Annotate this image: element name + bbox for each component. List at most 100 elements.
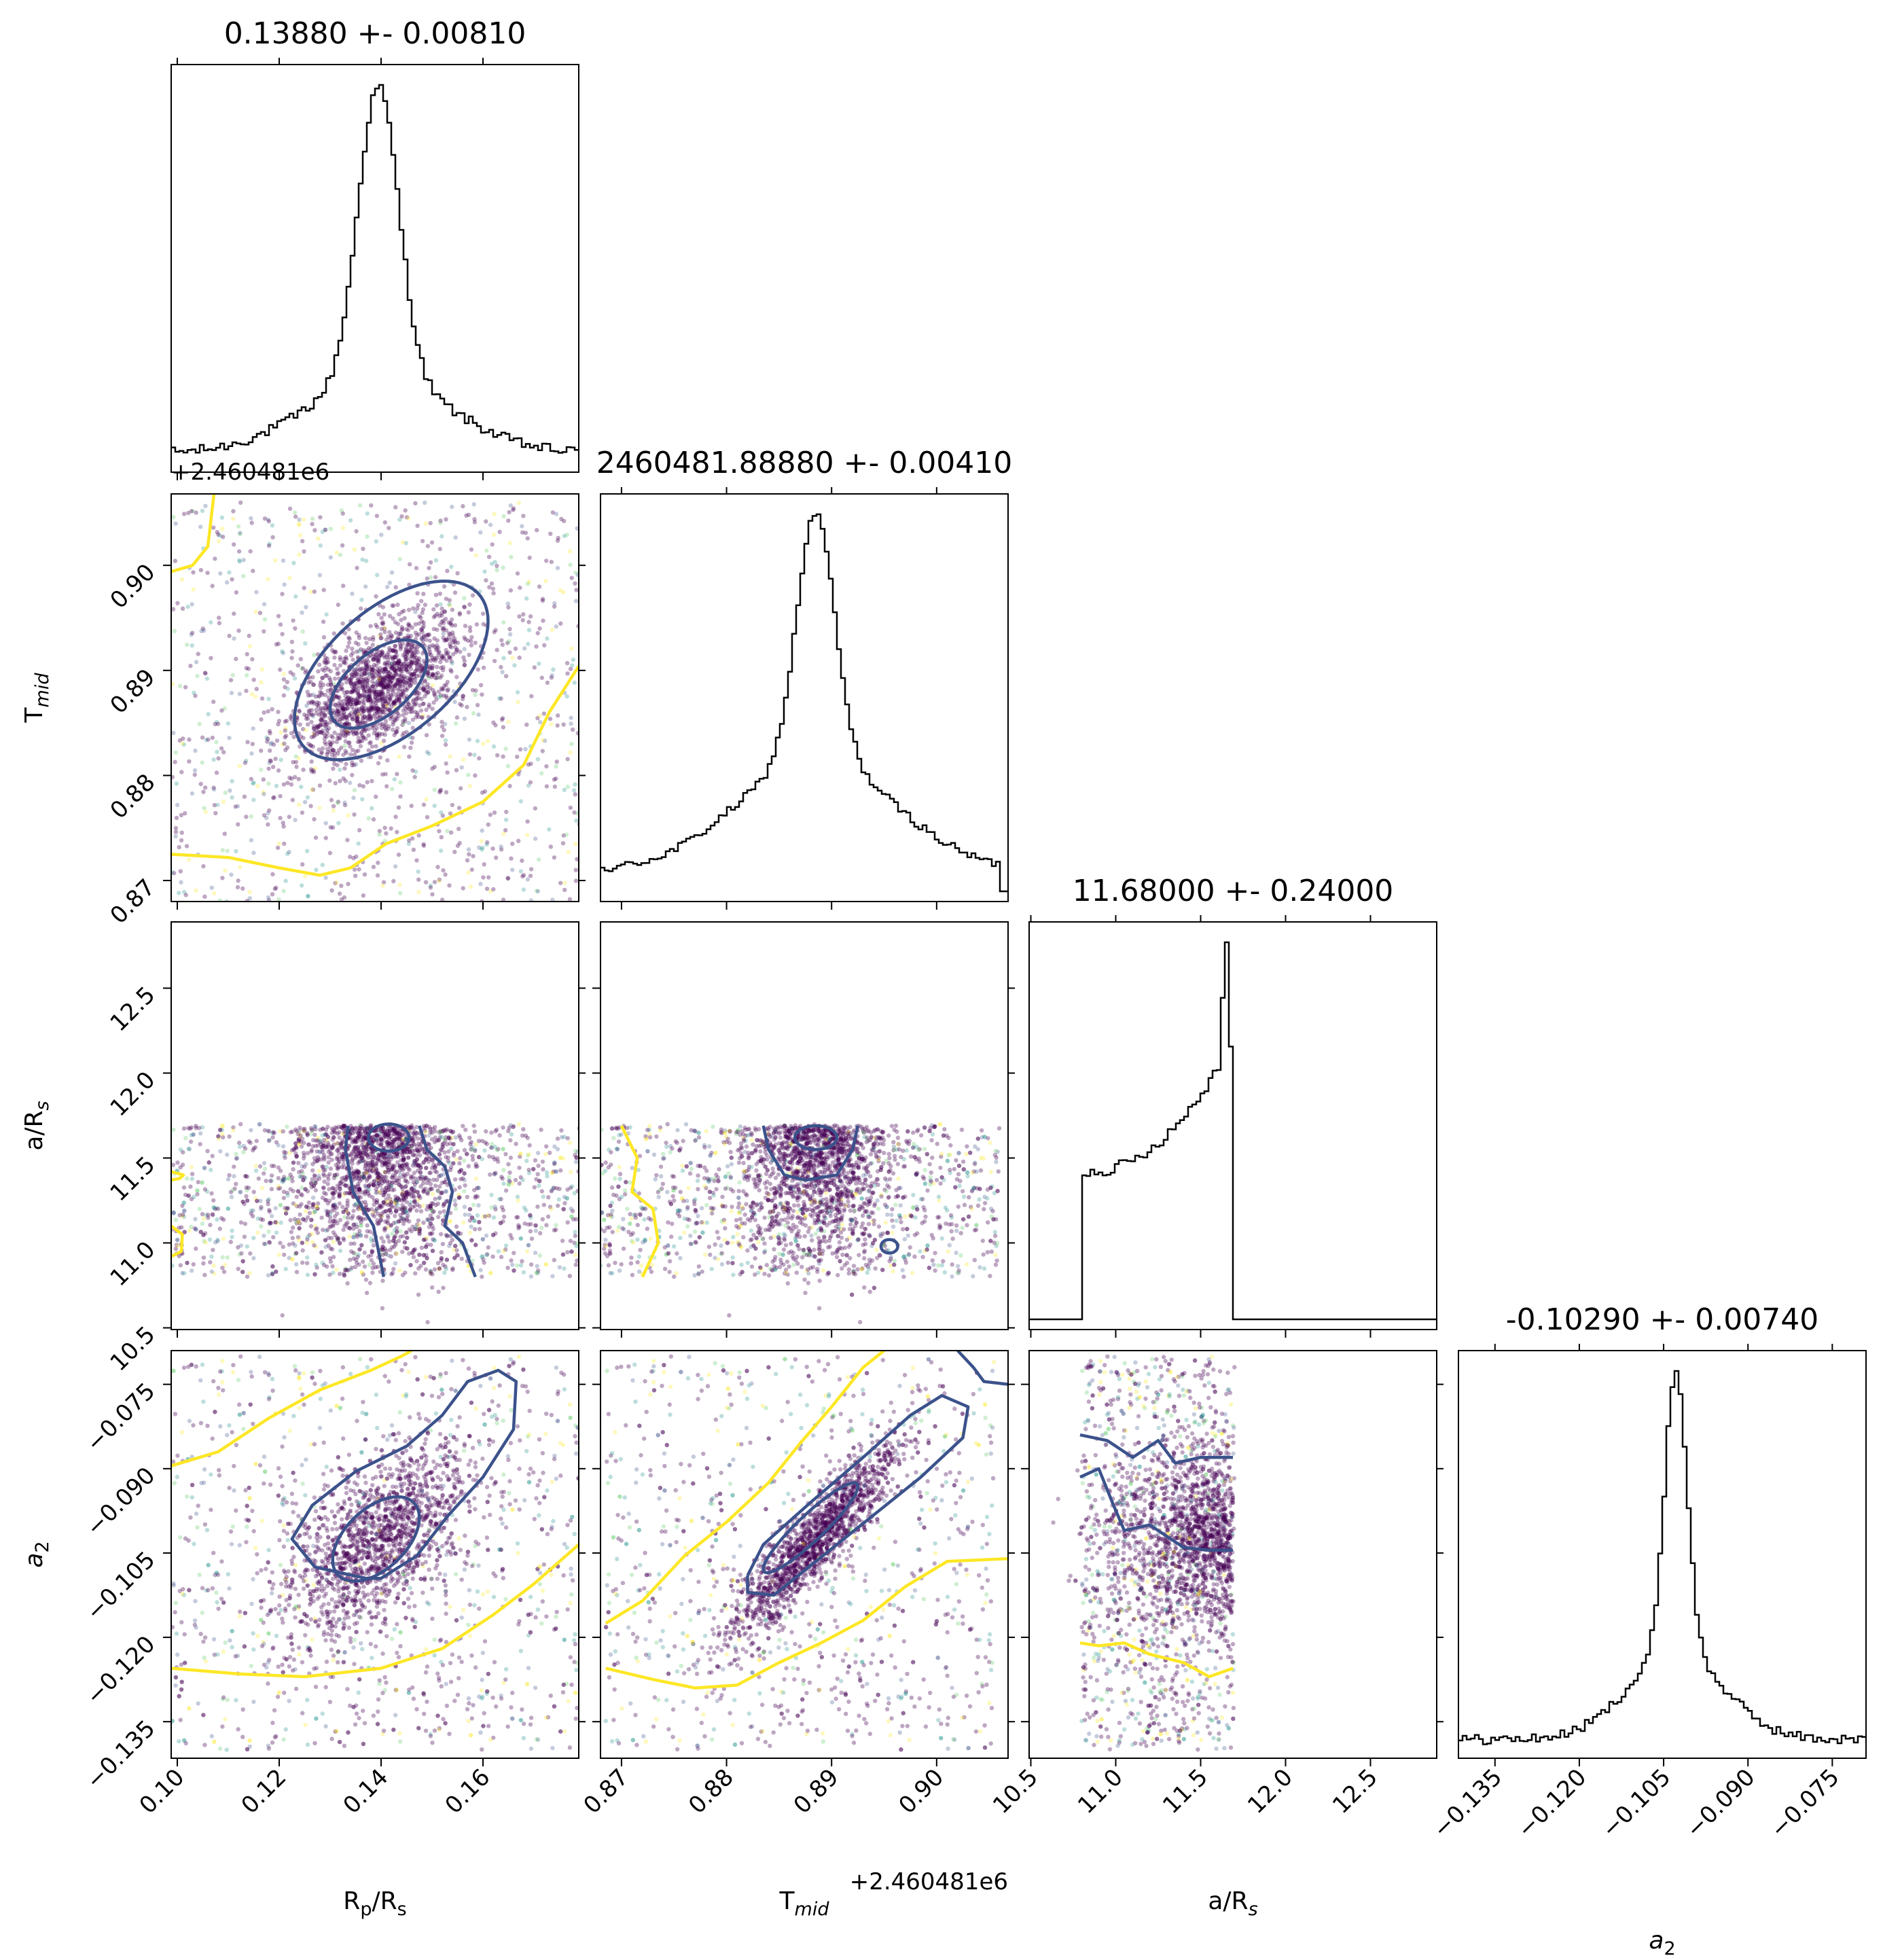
sample-point bbox=[300, 1169, 304, 1174]
sample-point bbox=[398, 1129, 403, 1134]
sample-point bbox=[193, 693, 198, 698]
sample-point bbox=[371, 1243, 376, 1248]
sample-point bbox=[386, 1215, 391, 1220]
sample-point bbox=[467, 652, 471, 658]
sample-point bbox=[203, 809, 209, 815]
sample-point bbox=[248, 1251, 253, 1256]
sample-point bbox=[331, 1205, 336, 1210]
sample-point bbox=[308, 743, 313, 748]
sample-point bbox=[495, 1156, 500, 1161]
sample-point bbox=[416, 632, 421, 637]
sample-point bbox=[349, 690, 355, 694]
sample-point bbox=[284, 1207, 289, 1212]
sample-point bbox=[335, 671, 340, 677]
sample-point bbox=[396, 1219, 401, 1224]
sample-point bbox=[565, 1220, 570, 1225]
sample-point bbox=[495, 647, 499, 652]
sample-point bbox=[283, 1150, 288, 1156]
sample-point bbox=[171, 1127, 176, 1133]
sample-point bbox=[315, 1205, 319, 1209]
sample-point bbox=[203, 503, 208, 508]
sample-point bbox=[535, 528, 539, 533]
sample-point bbox=[287, 1242, 291, 1247]
sample-point bbox=[377, 670, 382, 675]
sample-point bbox=[338, 655, 342, 660]
sample-point bbox=[494, 1127, 499, 1133]
sample-point bbox=[352, 686, 357, 692]
sample-point bbox=[559, 1128, 564, 1133]
sample-point bbox=[478, 1268, 483, 1272]
sample-point bbox=[331, 1196, 336, 1200]
sample-point bbox=[361, 647, 366, 653]
sample-point bbox=[427, 1218, 431, 1223]
sample-point bbox=[433, 1124, 437, 1130]
sample-point bbox=[381, 1155, 386, 1160]
sample-point bbox=[499, 844, 503, 849]
sample-point bbox=[291, 618, 295, 623]
sample-point bbox=[521, 612, 526, 617]
sample-point bbox=[385, 1140, 391, 1145]
sample-point bbox=[378, 677, 382, 683]
sample-point bbox=[395, 677, 399, 683]
sample-point bbox=[565, 1250, 570, 1255]
sample-point bbox=[255, 1216, 260, 1221]
sample-point bbox=[430, 663, 435, 669]
sample-point bbox=[439, 1256, 444, 1261]
sample-point bbox=[419, 669, 424, 675]
sample-point bbox=[409, 679, 414, 683]
sample-point bbox=[394, 681, 399, 686]
sample-point bbox=[473, 641, 478, 645]
sample-point bbox=[482, 1260, 486, 1265]
sample-point bbox=[353, 702, 357, 707]
sample-point bbox=[382, 1190, 387, 1195]
sample-point bbox=[413, 609, 418, 614]
sample-point bbox=[300, 727, 306, 732]
sample-point bbox=[330, 825, 336, 830]
sample-point bbox=[397, 666, 401, 671]
sample-point bbox=[379, 1214, 384, 1219]
sample-point bbox=[412, 709, 417, 715]
sample-point bbox=[331, 631, 336, 636]
sample-point bbox=[386, 1235, 391, 1240]
sample-point bbox=[294, 764, 299, 769]
sample-point bbox=[378, 683, 383, 688]
sample-point bbox=[322, 1143, 327, 1148]
sample-point bbox=[339, 1125, 344, 1130]
sample-point bbox=[518, 799, 523, 804]
sample-point bbox=[276, 1186, 281, 1191]
sample-point bbox=[306, 693, 311, 698]
sample-point bbox=[472, 752, 477, 758]
sample-point bbox=[348, 1258, 353, 1262]
sample-point bbox=[178, 683, 183, 688]
sample-point bbox=[253, 1169, 259, 1173]
sample-point bbox=[314, 868, 319, 872]
sample-point bbox=[181, 736, 185, 741]
sample-point bbox=[281, 1245, 285, 1249]
sample-point bbox=[437, 1210, 442, 1215]
sample-point bbox=[304, 716, 309, 721]
sample-point bbox=[508, 1232, 513, 1238]
sample-point bbox=[194, 1246, 198, 1251]
sample-point bbox=[367, 707, 372, 711]
sample-point bbox=[380, 1244, 385, 1249]
sample-point bbox=[336, 1124, 342, 1129]
sample-point bbox=[512, 1251, 516, 1255]
sample-point bbox=[317, 805, 322, 810]
sample-point bbox=[378, 1173, 382, 1177]
sample-point bbox=[410, 625, 415, 630]
sample-point bbox=[382, 677, 387, 682]
sample-point bbox=[362, 679, 367, 685]
sample-point bbox=[413, 661, 418, 666]
sample-point bbox=[574, 1155, 579, 1160]
sample-point bbox=[188, 664, 193, 669]
sample-point bbox=[327, 1215, 333, 1220]
sample-point bbox=[318, 683, 323, 688]
sample-point bbox=[309, 712, 314, 717]
sample-point bbox=[537, 1183, 541, 1188]
sample-point bbox=[545, 1174, 550, 1179]
sample-point bbox=[265, 739, 270, 744]
sample-point bbox=[341, 584, 346, 588]
sample-point bbox=[225, 849, 230, 853]
sample-point bbox=[495, 1147, 499, 1152]
sample-point bbox=[391, 700, 396, 705]
